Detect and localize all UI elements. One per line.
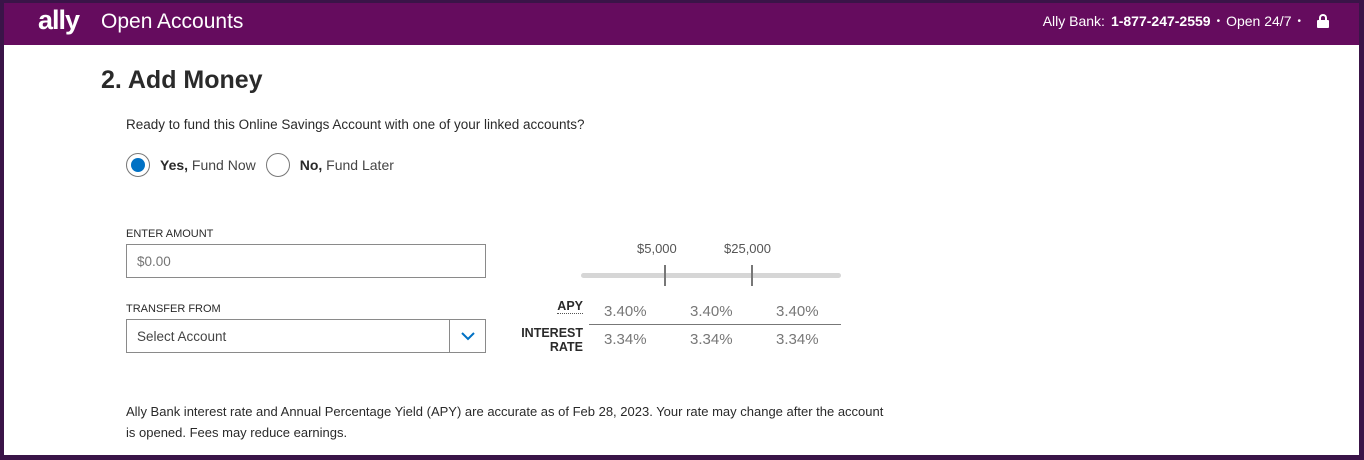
chevron-down-icon[interactable] bbox=[449, 320, 485, 352]
transfer-from-select[interactable]: Select Account bbox=[126, 319, 486, 353]
tier-tick-5000 bbox=[664, 265, 666, 286]
page-frame: ally Open Accounts Ally Bank: 1-877-247-… bbox=[4, 3, 1359, 455]
interest-cell: 3.34% bbox=[776, 331, 819, 348]
transfer-from-label: TRANSFER FROM bbox=[126, 303, 221, 315]
header-bar: ally Open Accounts Ally Bank: 1-877-247-… bbox=[4, 3, 1359, 45]
header-title: Open Accounts bbox=[101, 10, 244, 33]
interest-cell: 3.34% bbox=[604, 331, 647, 348]
apy-cell: 3.40% bbox=[604, 303, 647, 320]
apy-header[interactable]: APY bbox=[557, 299, 583, 314]
tier-label-25000: $25,000 bbox=[724, 241, 771, 256]
apy-cell: 3.40% bbox=[776, 303, 819, 320]
hours: Open 24/7 bbox=[1226, 13, 1292, 29]
fund-radio-group: Yes, Fund Now No, Fund Later bbox=[126, 153, 404, 177]
separator: • bbox=[1216, 15, 1221, 27]
tier-track bbox=[581, 273, 841, 278]
tier-label-5000: $5,000 bbox=[637, 241, 677, 256]
radio-yes-label[interactable]: Yes, Fund Now bbox=[160, 157, 256, 173]
phone-number[interactable]: 1-877-247-2559 bbox=[1110, 13, 1211, 29]
radio-yes-fund-now[interactable] bbox=[126, 153, 150, 177]
tier-tick-25000 bbox=[751, 265, 753, 286]
apy-cell: 3.40% bbox=[690, 303, 733, 320]
radio-no-fund-later[interactable] bbox=[265, 153, 290, 177]
ally-logo[interactable]: ally bbox=[38, 5, 80, 35]
interest-rate-header: INTEREST RATE bbox=[521, 326, 583, 354]
amount-label: ENTER AMOUNT bbox=[126, 228, 214, 240]
fund-question: Ready to fund this Online Savings Accoun… bbox=[126, 117, 585, 132]
lock-icon[interactable] bbox=[1317, 14, 1329, 28]
separator: • bbox=[1297, 15, 1301, 27]
contact-prefix: Ally Bank: bbox=[1042, 13, 1105, 29]
select-value: Select Account bbox=[137, 328, 227, 344]
amount-input[interactable] bbox=[126, 244, 486, 278]
rate-divider bbox=[589, 324, 841, 325]
contact-info: Ally Bank: 1-877-247-2559 • Open 24/7 • bbox=[1043, 13, 1329, 29]
interest-cell: 3.34% bbox=[690, 331, 733, 348]
page-title: 2. Add Money bbox=[101, 66, 263, 94]
radio-no-label[interactable]: No, Fund Later bbox=[299, 157, 394, 173]
rate-disclaimer: Ally Bank interest rate and Annual Perce… bbox=[126, 404, 884, 440]
